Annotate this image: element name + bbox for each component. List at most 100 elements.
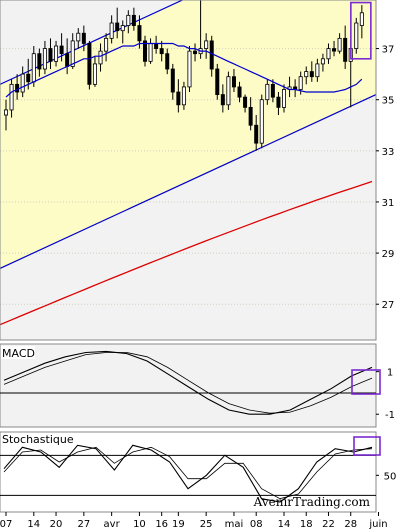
candle-up xyxy=(359,12,364,26)
candle-up xyxy=(92,63,97,85)
x-tick-label: 18 xyxy=(300,519,313,530)
candle-up xyxy=(31,53,36,83)
candle-up xyxy=(181,86,186,106)
x-tick-label: 25 xyxy=(200,519,213,530)
x-tick-label: 14 xyxy=(278,519,291,530)
macd-y-tick-label: -1 xyxy=(385,410,395,421)
candle-up xyxy=(104,37,109,52)
candle-down xyxy=(309,71,314,78)
candle-down xyxy=(87,43,92,85)
candle-up xyxy=(259,99,264,144)
candle-up xyxy=(226,76,231,106)
price-y-tick-label: 29 xyxy=(382,249,395,260)
macd-panel: MACD 1 -1 xyxy=(0,343,395,428)
candle-down xyxy=(343,37,348,62)
watermark: AvenirTrading.com xyxy=(253,495,371,509)
stochastic-line xyxy=(3,444,373,503)
macd-line xyxy=(3,350,373,415)
candle-down xyxy=(270,83,275,98)
price-y-tick-label: 33 xyxy=(382,147,395,158)
candle-down xyxy=(81,32,86,44)
candle-up xyxy=(76,32,81,42)
candle-down xyxy=(243,96,248,108)
candle-up xyxy=(315,63,320,78)
price-y-tick-label: 27 xyxy=(382,300,395,311)
macd-highlight xyxy=(351,369,381,395)
candle-up xyxy=(204,40,209,49)
candle-up xyxy=(98,50,103,65)
macd-plot-area xyxy=(0,343,377,428)
candle-down xyxy=(237,86,242,98)
candle-up xyxy=(281,89,286,108)
price-plot-content xyxy=(0,0,376,326)
macd-title-bg xyxy=(1,346,35,359)
candle-up xyxy=(20,73,25,93)
candle-down xyxy=(231,76,236,88)
candle-up xyxy=(4,109,9,116)
candle-up xyxy=(109,22,114,39)
x-tick-label: 22 xyxy=(322,519,335,530)
moving-average-100-line xyxy=(0,180,373,326)
candle-down xyxy=(131,14,136,26)
candle-down xyxy=(254,124,259,144)
candle-down xyxy=(220,94,225,106)
stochastic-y-tick-label: 50 xyxy=(384,471,397,482)
x-tick-label: 20 xyxy=(50,519,63,530)
trend-channel-upper xyxy=(0,0,184,85)
candle-down xyxy=(65,53,70,67)
x-tick-label: 28 xyxy=(344,519,357,530)
candle-down xyxy=(115,22,120,32)
candle-down xyxy=(276,96,281,108)
x-tick-label: juin xyxy=(368,519,387,530)
candle-up xyxy=(320,58,325,65)
x-axis: 07 14 20 27 avr 10 16 19 25 mai 08 14 18 22 28 juin xyxy=(0,512,388,530)
stochastic-line xyxy=(3,446,373,500)
candle-down xyxy=(142,40,147,62)
candle-down xyxy=(26,73,31,83)
candle-up xyxy=(298,76,303,90)
candle-down xyxy=(59,45,64,55)
candle-down xyxy=(15,83,20,93)
candle-down xyxy=(154,43,159,49)
candle-down xyxy=(193,50,198,55)
candle-up xyxy=(42,48,47,70)
price-y-tick-label: 31 xyxy=(382,198,395,209)
candle-up xyxy=(9,83,14,111)
x-tick-label: 10 xyxy=(133,519,146,530)
price-panel-border xyxy=(0,0,377,341)
candle-up xyxy=(120,25,125,32)
x-tick-label: 07 xyxy=(0,519,12,530)
price-panel: 37 35 33 31 29 27 xyxy=(0,0,395,341)
candle-down xyxy=(137,25,142,42)
macd-title: MACD xyxy=(2,347,35,360)
macd-line xyxy=(3,352,373,414)
x-tick-label: 19 xyxy=(172,519,185,530)
x-tick-label: 16 xyxy=(155,519,168,530)
candle-down xyxy=(215,68,220,95)
candle-up xyxy=(148,43,153,62)
candle-up xyxy=(337,37,342,52)
candle-up xyxy=(265,83,270,101)
candle-up xyxy=(187,50,192,88)
candle-down xyxy=(332,48,337,52)
stochastic-highlight xyxy=(353,436,381,456)
candle-down xyxy=(159,48,164,55)
stochastic-plot-area xyxy=(0,431,377,513)
candle-down xyxy=(209,40,214,70)
price-y-tick-label: 37 xyxy=(382,45,395,56)
candle-down xyxy=(248,106,253,126)
candle-up xyxy=(70,40,75,67)
x-tick-label: 27 xyxy=(77,519,90,530)
moving-average-20-line xyxy=(5,42,363,98)
stochastic-panel: Stochastique 50 AvenirTrading.com xyxy=(0,431,397,513)
candle-up xyxy=(326,48,331,60)
candle-down xyxy=(176,91,181,106)
price-y-tick-label: 35 xyxy=(382,96,395,107)
candle-down xyxy=(170,68,175,93)
x-tick-label: avr xyxy=(104,519,121,530)
x-tick-label: 14 xyxy=(27,519,40,530)
x-tick-label: mai xyxy=(225,519,244,530)
macd-y-tick-label: 1 xyxy=(387,368,393,379)
candle-up xyxy=(54,45,59,62)
